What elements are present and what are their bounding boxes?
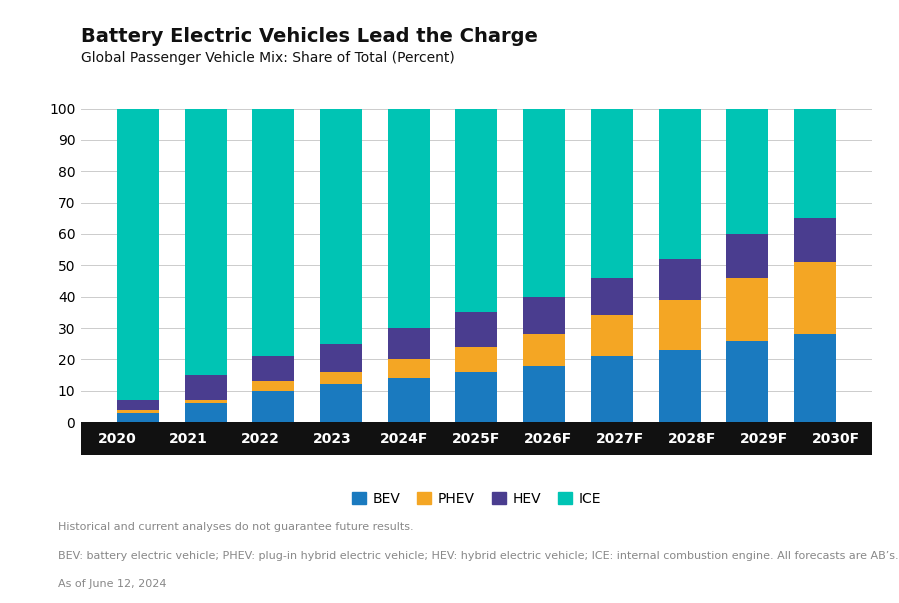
- Bar: [184, 400, 227, 403]
- Bar: [794, 109, 836, 218]
- Text: 2025F: 2025F: [452, 432, 501, 446]
- Bar: [726, 341, 769, 422]
- Bar: [456, 347, 497, 372]
- Bar: [659, 109, 700, 259]
- Text: Historical and current analyses do not guarantee future results.: Historical and current analyses do not g…: [58, 522, 414, 532]
- Bar: [726, 109, 769, 234]
- Text: 2028F: 2028F: [668, 432, 717, 446]
- Bar: [523, 109, 565, 297]
- Bar: [320, 372, 362, 385]
- Bar: [591, 315, 633, 356]
- Bar: [591, 278, 633, 315]
- Bar: [659, 350, 700, 422]
- Text: Global Passenger Vehicle Mix: Share of Total (Percent): Global Passenger Vehicle Mix: Share of T…: [81, 51, 455, 65]
- Bar: [387, 109, 430, 328]
- Bar: [253, 381, 294, 391]
- Bar: [456, 372, 497, 422]
- Bar: [253, 109, 294, 356]
- Bar: [523, 297, 565, 334]
- Bar: [523, 365, 565, 422]
- Bar: [184, 403, 227, 422]
- Bar: [387, 359, 430, 378]
- Text: 2022: 2022: [241, 432, 280, 446]
- Bar: [794, 334, 836, 422]
- Bar: [591, 356, 633, 422]
- Bar: [253, 391, 294, 422]
- Bar: [726, 278, 769, 341]
- Bar: [387, 378, 430, 422]
- Bar: [456, 109, 497, 312]
- Text: 2021: 2021: [169, 432, 209, 446]
- Bar: [456, 312, 497, 347]
- Text: 2026F: 2026F: [524, 432, 573, 446]
- Bar: [320, 109, 362, 344]
- Bar: [794, 262, 836, 334]
- Bar: [523, 334, 565, 365]
- Text: 2023: 2023: [313, 432, 352, 446]
- Bar: [117, 400, 159, 409]
- Bar: [184, 375, 227, 400]
- Text: 2024F: 2024F: [380, 432, 429, 446]
- Text: BEV: battery electric vehicle; PHEV: plug-in hybrid electric vehicle; HEV: hybri: BEV: battery electric vehicle; PHEV: plu…: [58, 551, 899, 561]
- Bar: [117, 409, 159, 412]
- Bar: [726, 234, 769, 278]
- Bar: [659, 300, 700, 350]
- Bar: [253, 356, 294, 381]
- Text: 2029F: 2029F: [740, 432, 788, 446]
- Bar: [320, 385, 362, 422]
- Text: 2027F: 2027F: [596, 432, 645, 446]
- Text: 2030F: 2030F: [812, 432, 860, 446]
- Bar: [794, 218, 836, 262]
- Bar: [320, 344, 362, 372]
- Legend: BEV, PHEV, HEV, ICE: BEV, PHEV, HEV, ICE: [346, 487, 607, 511]
- Text: As of June 12, 2024: As of June 12, 2024: [58, 579, 167, 590]
- Bar: [387, 328, 430, 359]
- Text: Battery Electric Vehicles Lead the Charge: Battery Electric Vehicles Lead the Charg…: [81, 27, 538, 46]
- Bar: [184, 109, 227, 375]
- Text: 2020: 2020: [97, 432, 137, 446]
- Bar: [117, 109, 159, 400]
- Bar: [117, 412, 159, 422]
- Bar: [659, 259, 700, 300]
- Bar: [591, 109, 633, 278]
